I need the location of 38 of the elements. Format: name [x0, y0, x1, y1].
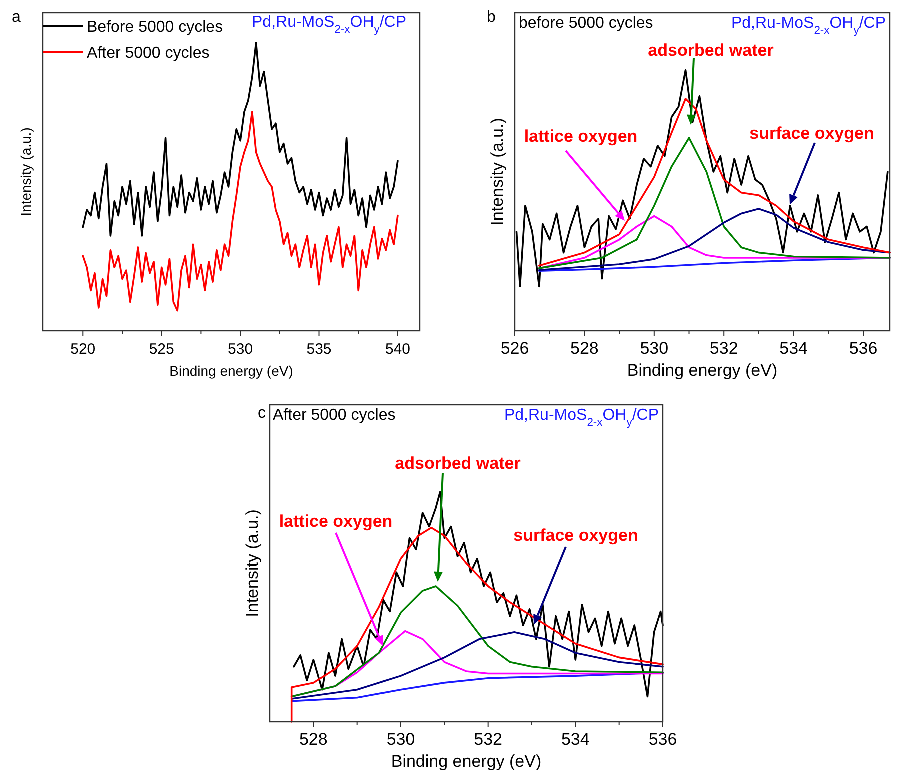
- text: adsorbed water: [395, 454, 522, 473]
- text: adsorbed water: [648, 41, 774, 60]
- text: Pd,Ru-MoS$_{2-x}$OH$_{y}$/CP: [252, 14, 407, 36]
- text: Pd,Ru-MoS$_{2-x}$OH$_{y}$/CP: [504, 407, 659, 429]
- annotation: surface oxygen: [514, 526, 638, 545]
- text: b: [487, 9, 496, 26]
- text: before 5000 cycles: [519, 15, 654, 32]
- x-tick-label: 520: [70, 341, 96, 358]
- legend-label: After 5000 cycles: [87, 45, 210, 62]
- x-tick-label: 536: [849, 339, 878, 358]
- annotation: lattice oxygen: [279, 512, 393, 531]
- x-tick-label: 534: [780, 339, 808, 358]
- annotation: lattice oxygen: [524, 127, 638, 146]
- x-axis-title: Binding energy (eV): [170, 363, 294, 379]
- x-tick-label: 536: [648, 730, 678, 749]
- x-tick-label: 535: [306, 341, 332, 358]
- annotation: surface oxygen: [750, 124, 874, 143]
- x-tick-label: 528: [570, 339, 599, 358]
- x-tick-label: 534: [561, 730, 590, 749]
- x-tick-label: 532: [474, 730, 503, 749]
- x-tick-label: 530: [386, 730, 416, 749]
- text: c: [258, 405, 266, 422]
- y-axis-title: Intensity (a.u.): [243, 510, 262, 618]
- x-tick-label: 528: [299, 730, 328, 749]
- text: Pd,Ru-MoS$_{2-x}$OH$_{y}$/CP: [731, 15, 886, 37]
- x-axis-title: Binding energy (eV): [627, 361, 778, 380]
- y-axis-title: Intensity (a.u.): [18, 128, 34, 216]
- legend-label: Before 5000 cycles: [87, 19, 224, 36]
- x-tick-label: 540: [385, 341, 410, 358]
- x-tick-label: 526: [500, 339, 530, 358]
- x-tick-label: 525: [149, 341, 174, 358]
- x-axis-title: Binding energy (eV): [391, 752, 542, 771]
- y-axis-title: Intensity (a.u.): [488, 118, 507, 226]
- text: a: [12, 9, 21, 26]
- x-tick-label: 532: [710, 339, 738, 358]
- x-tick-label: 530: [640, 339, 669, 358]
- text: After 5000 cycles: [273, 407, 396, 424]
- x-tick-label: 530: [228, 341, 254, 358]
